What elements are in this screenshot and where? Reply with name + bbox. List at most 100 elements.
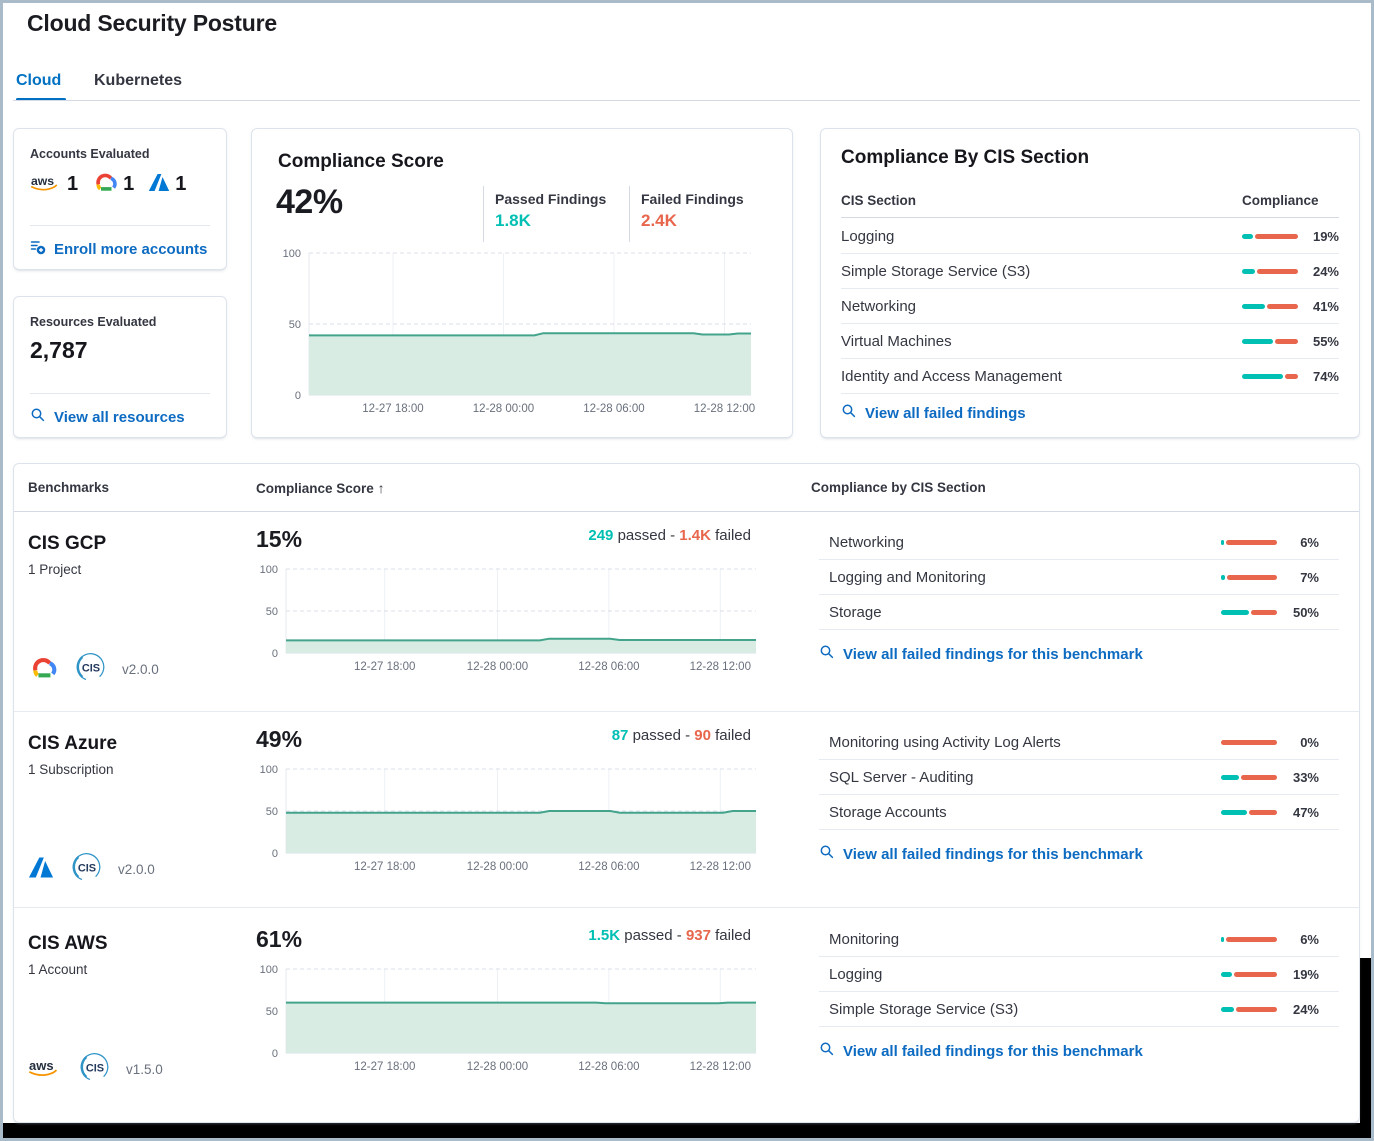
svg-text:50: 50 (266, 1006, 278, 1018)
cis-section-rows: Logging 19% Simple Storage Service (S3) … (841, 219, 1339, 394)
compliance-by-cis-card: Compliance By CIS Section CIS Section Co… (820, 128, 1360, 438)
cis-logo-icon: CIS (71, 648, 109, 691)
cis-row-name: Logging (841, 227, 895, 245)
benchmark-logos: aws CIS v1.5.0 (28, 1048, 163, 1091)
svg-text:12-27 18:00: 12-27 18:00 (354, 861, 415, 873)
passed-findings-stat: Passed Findings 1.8K (495, 191, 606, 231)
section-name: Monitoring using Activity Log Alerts (829, 733, 1061, 751)
sections-column-header: Compliance by CIS Section (811, 480, 986, 495)
benchmark-score: 15% (256, 526, 303, 552)
failed-sep: failed (710, 527, 751, 544)
view-benchmark-failed-findings-link[interactable]: View all failed findings for this benchm… (819, 1041, 1339, 1062)
cis-row-name: Networking (841, 297, 917, 315)
benchmark-sections: Monitoring 6% Logging 19% Simple Storage… (819, 922, 1339, 1062)
compliance-pct: 41% (1312, 298, 1339, 314)
failed-count: 937 (685, 927, 711, 944)
search-icon (841, 403, 857, 423)
svg-text:12-28 06:00: 12-28 06:00 (578, 861, 639, 873)
tab-active-underline (16, 98, 66, 101)
svg-text:CIS: CIS (82, 662, 100, 674)
resources-evaluated-card: Resources Evaluated 2,787 View all resou… (13, 296, 227, 438)
compliance-bar (1242, 233, 1298, 239)
compliance-bar (1221, 609, 1277, 615)
resources-count: 2,787 (30, 337, 88, 363)
benchmark-score: 61% (256, 926, 303, 952)
section-name: Monitoring (829, 930, 900, 948)
svg-text:CIS: CIS (86, 1062, 104, 1074)
cis-card-title: Compliance By CIS Section (841, 147, 1090, 168)
benchmark-logos: CIS v2.0.0 (28, 848, 155, 891)
svg-text:0: 0 (272, 648, 278, 660)
failed-count: 1.4K (679, 527, 711, 544)
failed-findings-label: Failed Findings (641, 191, 744, 207)
passed-failed-summary: 249 passed - 1.4K failed (256, 527, 751, 544)
view-all-failed-findings-label: View all failed findings (865, 404, 1026, 422)
passed-count: 249 (588, 527, 614, 544)
benchmark-score: 49% (256, 726, 303, 752)
section-name: Logging and Monitoring (829, 568, 986, 586)
aws-logo-icon: aws (30, 172, 62, 197)
azure-logo-icon (28, 856, 54, 884)
cis-logo-icon: CIS (67, 848, 105, 891)
row-divider (14, 711, 1359, 712)
accounts-card-divider (30, 225, 210, 226)
svg-text:12-28 12:00: 12-28 12:00 (690, 1061, 751, 1073)
svg-text:0: 0 (272, 1048, 278, 1060)
svg-text:aws: aws (29, 1058, 54, 1073)
section-name: Logging (829, 965, 883, 983)
compliance-pct: 19% (1292, 966, 1319, 982)
passed-findings-value: 1.8K (495, 211, 531, 230)
benchmark-trend-chart: 0 50 100 12-27 18:00 12-28 00:00 12-28 06:00 1… (246, 564, 764, 682)
compliance-bar (1221, 774, 1277, 780)
accounts-provider-counts: aws 1 1 (30, 171, 186, 198)
svg-text:100: 100 (260, 564, 278, 576)
tab-cloud[interactable]: Cloud (16, 72, 62, 89)
sort-ascending-icon: ↑ (377, 480, 385, 496)
view-all-failed-findings-link[interactable]: View all failed findings (841, 403, 1026, 424)
svg-text:12-27 18:00: 12-27 18:00 (354, 1061, 415, 1073)
passed-findings-label: Passed Findings (495, 191, 607, 207)
view-benchmark-failed-findings-label: View all failed findings for this benchm… (843, 845, 1143, 863)
svg-text:100: 100 (283, 248, 301, 260)
failed-findings-value: 2.4K (641, 211, 677, 230)
tab-kubernetes[interactable]: Kubernetes (94, 72, 183, 89)
svg-text:12-28 12:00: 12-28 12:00 (690, 861, 751, 873)
svg-text:0: 0 (295, 390, 301, 402)
benchmark-scope: 1 Subscription (28, 762, 114, 777)
cis-row-networking: Networking 41% (841, 289, 1339, 324)
compliance-pct: 50% (1292, 604, 1319, 620)
svg-text:100: 100 (260, 764, 278, 776)
passed-count: 87 (611, 727, 629, 744)
compliance-bar (1242, 373, 1298, 379)
view-benchmark-failed-findings-link[interactable]: View all failed findings for this benchm… (819, 844, 1339, 865)
svg-text:12-28 06:00: 12-28 06:00 (578, 661, 639, 673)
cis-row-iam: Identity and Access Management 74% (841, 359, 1339, 394)
svg-text:12-28 12:00: 12-28 12:00 (694, 403, 755, 415)
search-icon (819, 1041, 835, 1061)
view-benchmark-failed-findings-link[interactable]: View all failed findings for this benchm… (819, 644, 1339, 665)
section-row: SQL Server - Auditing 33% (819, 760, 1339, 795)
section-row: Monitoring using Activity Log Alerts 0% (819, 725, 1339, 760)
search-icon (30, 407, 46, 427)
page-title: Cloud Security Posture (27, 10, 277, 36)
benchmark-sections: Networking 6% Logging and Monitoring 7% … (819, 525, 1339, 665)
resources-card-title: Resources Evaluated (30, 315, 157, 329)
view-all-resources-link[interactable]: View all resources (30, 407, 185, 428)
gcp-account-count: 1 (123, 173, 135, 195)
compliance-score-column-header[interactable]: Compliance Score ↑ (256, 480, 385, 496)
benchmark-name: CIS AWS (28, 933, 108, 954)
gcp-logo-icon (92, 171, 118, 198)
svg-text:12-28 00:00: 12-28 00:00 (467, 661, 528, 673)
compliance-pct: 6% (1300, 534, 1319, 550)
compliance-score-chart: 0 50 100 12-27 18:00 12-28 00:00 12-28 06:00 1… (269, 248, 759, 424)
compliance-score-title: Compliance Score (278, 151, 444, 172)
compliance-pct: 33% (1292, 769, 1319, 785)
section-row: Logging and Monitoring 7% (819, 560, 1339, 595)
view-benchmark-failed-findings-label: View all failed findings for this benchm… (843, 645, 1143, 663)
enroll-more-accounts-link[interactable]: Enroll more accounts (30, 239, 207, 260)
benchmark-version: v2.0.0 (122, 662, 159, 677)
section-name: Storage (829, 603, 882, 621)
benchmark-trend-chart: 0 50 100 12-27 18:00 12-28 00:00 12-28 06:00 1… (246, 964, 764, 1082)
search-icon (819, 644, 835, 664)
